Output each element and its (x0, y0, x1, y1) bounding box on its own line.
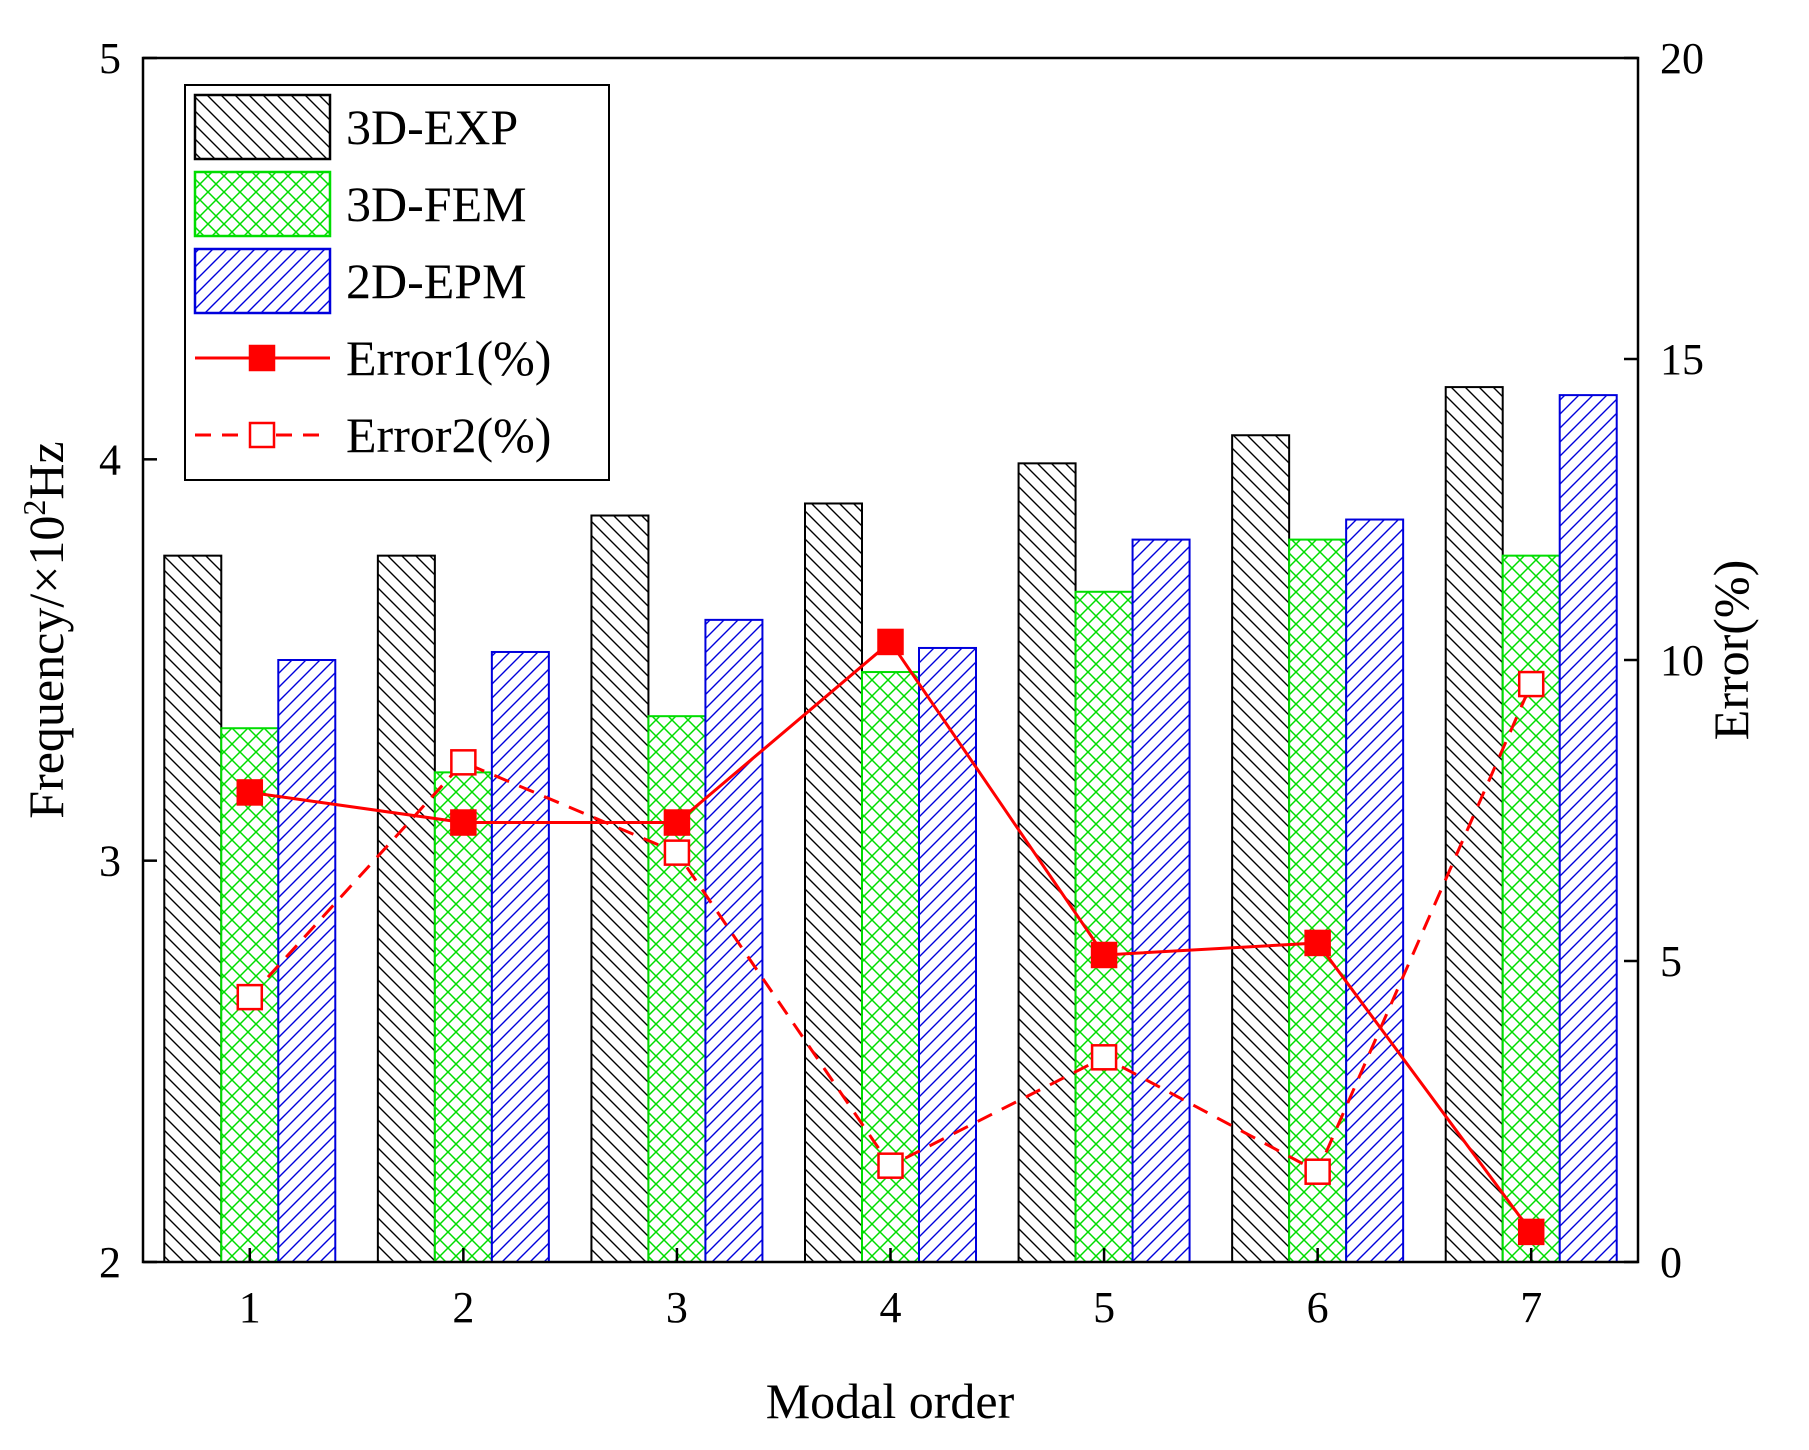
marker-error2-1 (236, 983, 264, 1011)
legend-entry-3d-exp: 3D-EXP (193, 93, 518, 161)
y-tick-label-2: 2 (99, 1238, 121, 1287)
y-tick-label-3: 3 (99, 837, 121, 886)
bars-layer (163, 386, 1618, 1264)
marker-error2-4 (877, 1152, 904, 1179)
marker-error1-2 (450, 809, 477, 836)
y-axis-title: Frequency/×102Hz (16, 441, 74, 818)
marker-error1-6 (1304, 929, 1331, 957)
legend-label-3d-fem: 3D-FEM (346, 176, 527, 232)
y-axis-title-main: Frequency/×10 (18, 516, 74, 819)
legend-label-3d-exp: 3D-EXP (346, 99, 518, 155)
y2-tick-label-15: 15 (1660, 335, 1704, 384)
bar-3d-exp-7 (1444, 386, 1504, 1263)
tick-labels-layer: 2 3 4 5 0 5 10 15 20 1 2 3 4 5 6 7 (99, 34, 1704, 1332)
marker-error1-3 (663, 809, 691, 836)
legend-label-2d-epm: 2D-EPM (346, 253, 527, 309)
legend-entry-3d-fem: 3D-FEM (193, 170, 527, 238)
bar-3d-fem-3 (647, 715, 707, 1263)
marker-error2-3 (663, 839, 691, 866)
y-axis-title-superscript: 2 (16, 500, 52, 516)
legend-marker-error1 (248, 344, 276, 372)
legend-swatch-3d-fem (193, 170, 332, 238)
bar-3d-exp-5 (1017, 462, 1077, 1263)
y2-axis-title: Error(%) (1703, 560, 1759, 740)
x-tick-label-4: 4 (880, 1283, 902, 1332)
marker-error2-6 (1304, 1158, 1331, 1185)
y2-tick-label-10: 10 (1660, 636, 1704, 685)
marker-error1-7 (1517, 1218, 1545, 1246)
legend: 3D-EXP 3D-FEM 2D-EPM Error1(%) Error2(%) (184, 84, 610, 481)
axes-layer (141, 56, 1640, 1264)
x-tick-label-2: 2 (452, 1283, 474, 1332)
marker-error1-1 (236, 779, 264, 806)
legend-label-error1: Error1(%) (346, 330, 551, 386)
bar-2d-epm-3 (704, 618, 764, 1263)
y-axis-title-unit: Hz (18, 441, 74, 499)
bar-3d-fem-2 (433, 771, 493, 1264)
x-tick-label-6: 6 (1307, 1283, 1329, 1332)
bar-3d-exp-6 (1231, 434, 1291, 1263)
y-tick-label-4: 4 (99, 435, 121, 484)
bar-2d-epm-1 (277, 659, 337, 1263)
bar-2d-epm-6 (1345, 518, 1405, 1263)
bar-3d-exp-1 (163, 554, 223, 1263)
x-axis-title: Modal order (766, 1373, 1015, 1429)
bar-2d-epm-2 (490, 650, 550, 1263)
legend-label-error2: Error2(%) (346, 407, 551, 463)
bar-2d-epm-4 (918, 646, 977, 1263)
bar-3d-exp-2 (376, 554, 436, 1263)
marker-error2-5 (1090, 1044, 1118, 1071)
y2-tick-label-20: 20 (1660, 34, 1704, 83)
legend-swatch-2d-epm (193, 247, 332, 315)
bar-3d-exp-3 (590, 514, 650, 1263)
y2-tick-label-5: 5 (1660, 937, 1682, 986)
y-tick-label-5: 5 (99, 34, 121, 83)
legend-entry-2d-epm: 2D-EPM (193, 247, 527, 315)
marker-error2-7 (1517, 670, 1545, 698)
error-lines-layer (236, 628, 1545, 1246)
bar-2d-epm-5 (1131, 538, 1191, 1263)
legend-marker-error2 (248, 421, 276, 449)
legend-swatch-3d-exp (193, 93, 332, 161)
bar-3d-fem-7 (1501, 554, 1561, 1263)
x-tick-label-7: 7 (1520, 1283, 1542, 1332)
marker-error1-4 (877, 628, 904, 656)
x-tick-label-5: 5 (1093, 1283, 1115, 1332)
bar-3d-fem-6 (1288, 538, 1348, 1263)
bar-3d-exp-4 (804, 502, 863, 1264)
y2-tick-label-0: 0 (1660, 1238, 1682, 1287)
marker-error1-5 (1090, 941, 1118, 969)
marker-error2-2 (450, 749, 477, 776)
x-tick-label-3: 3 (666, 1283, 688, 1332)
x-tick-label-1: 1 (239, 1283, 261, 1332)
legend-entry-error1: Error1(%) (195, 330, 551, 386)
bar-2d-epm-7 (1558, 394, 1618, 1263)
legend-entry-error2: Error2(%) (195, 407, 551, 463)
